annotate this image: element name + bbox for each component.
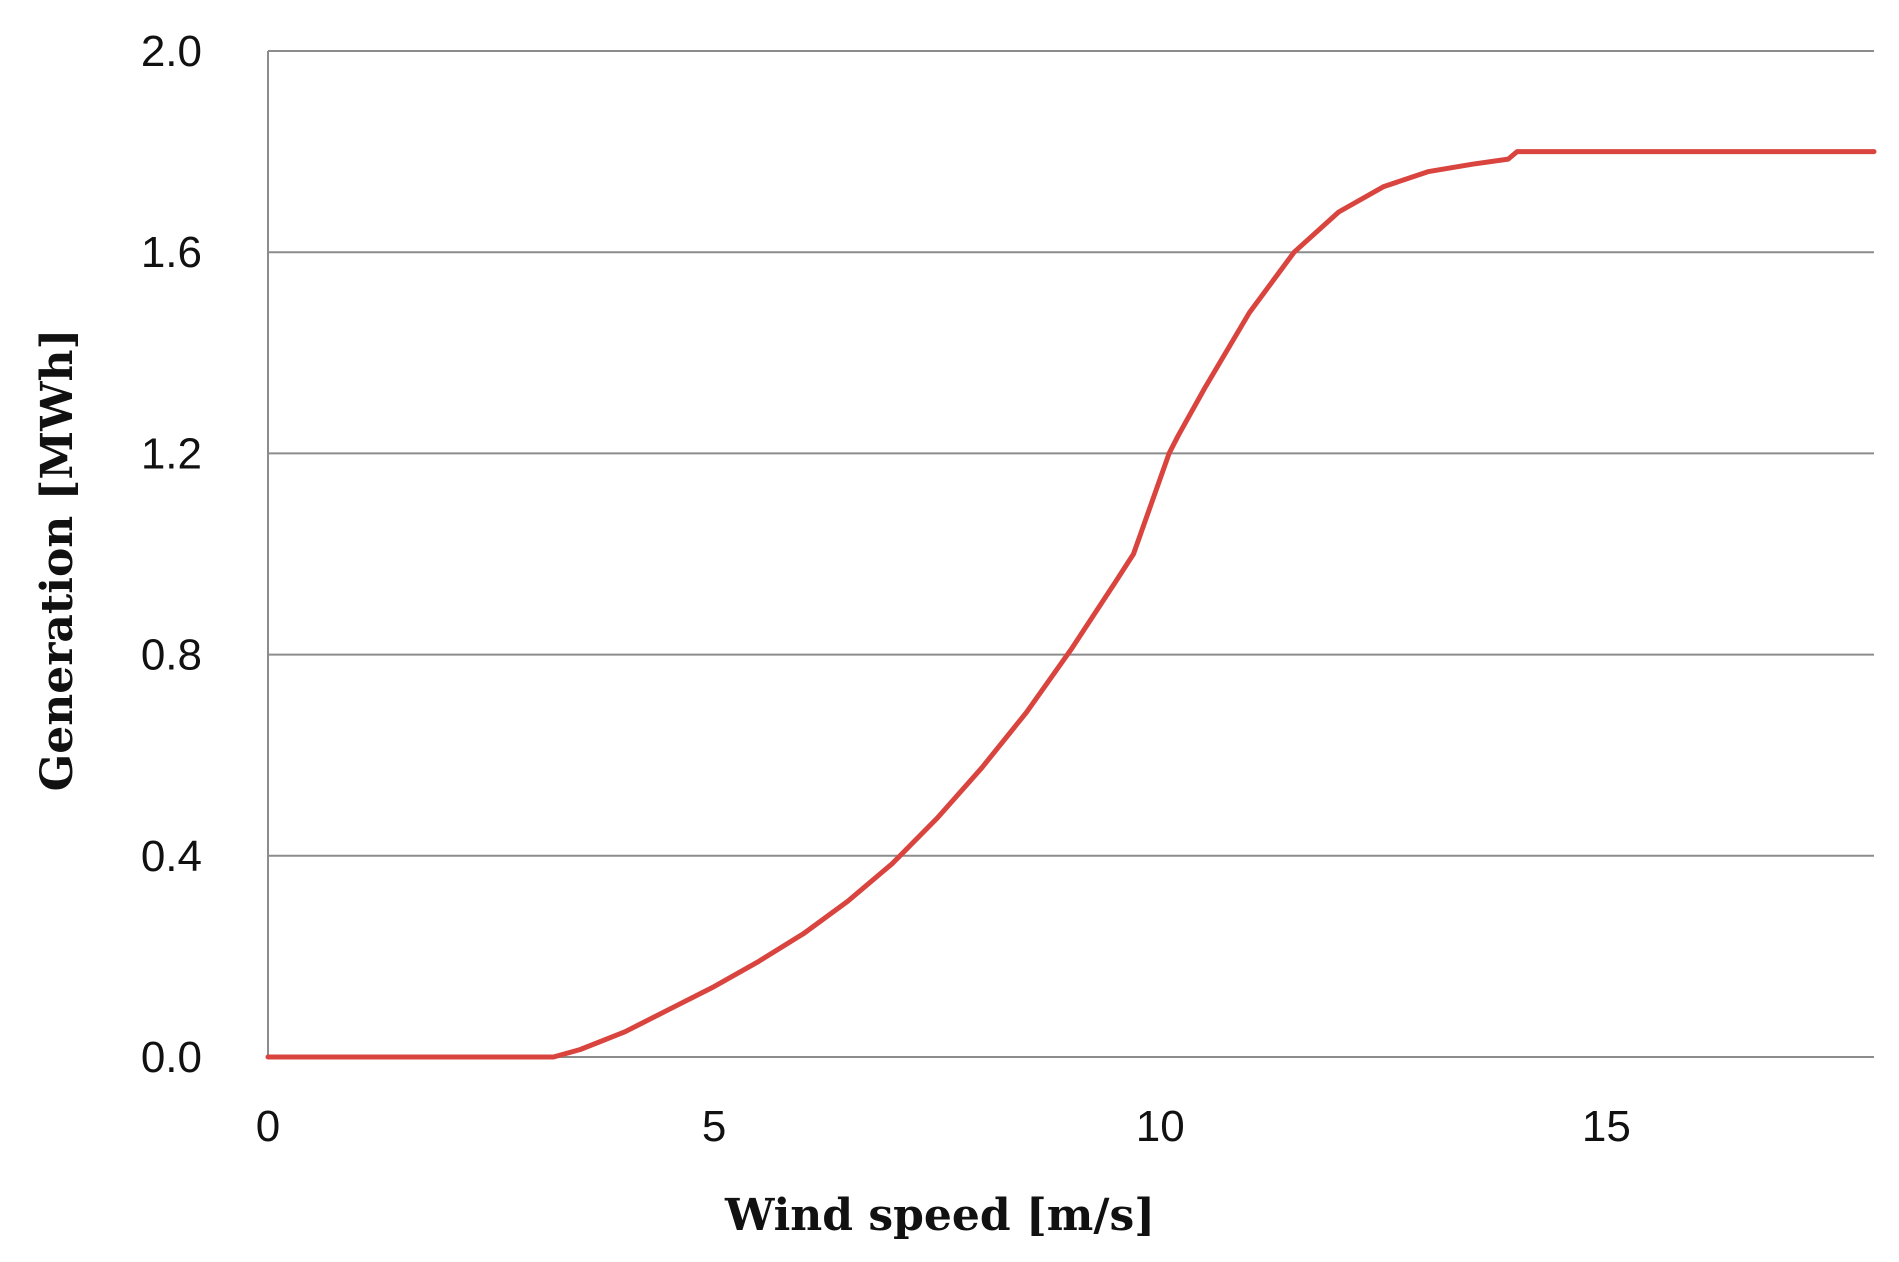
- y-tick-label-2: 0.8: [141, 631, 202, 680]
- y-tick-label-5: 2.0: [141, 27, 202, 76]
- y-tick-label-4: 1.6: [141, 228, 202, 277]
- y-tick-labels: 0.0 0.4 0.8 1.2 1.6 2.0: [141, 27, 202, 1082]
- y-tick-label-3: 1.2: [141, 429, 202, 478]
- y-axis-title: Generation [MWh]: [32, 329, 83, 792]
- grid-lines: [268, 50, 1874, 857]
- x-tick-labels: 0 5 10 15: [256, 1102, 1631, 1151]
- x-tick-label-1: 5: [702, 1102, 726, 1151]
- x-tick-label-2: 10: [1136, 1102, 1185, 1151]
- y-tick-label-1: 0.4: [141, 832, 202, 881]
- x-tick-label-0: 0: [256, 1102, 280, 1151]
- x-axis-title: Wind speed [m/s]: [724, 1190, 1155, 1241]
- x-tick-label-3: 15: [1582, 1102, 1631, 1151]
- series-line-generation: [265, 149, 1877, 1060]
- y-tick-label-0: 0.0: [141, 1033, 202, 1082]
